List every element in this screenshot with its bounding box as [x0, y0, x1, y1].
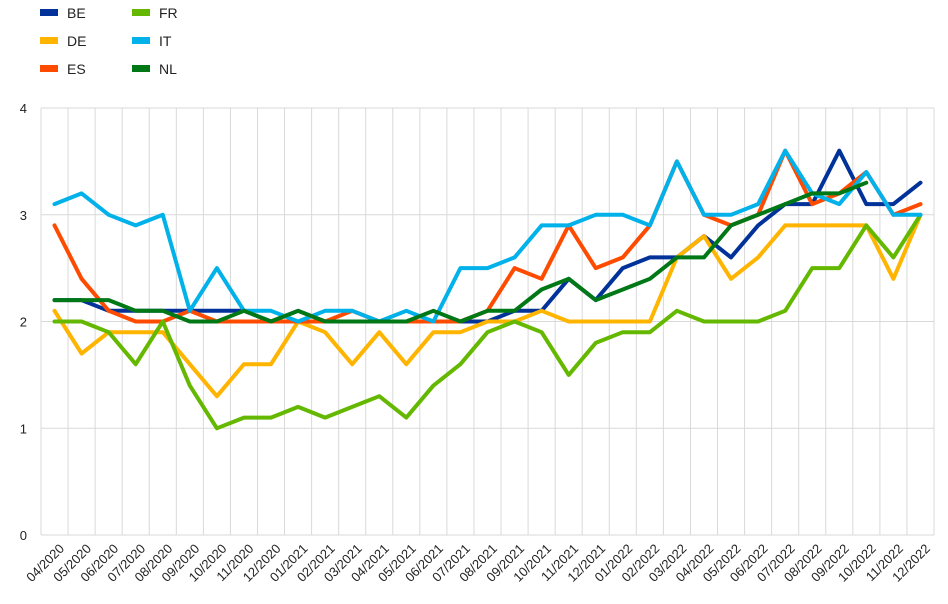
- legend-swatch-es: [40, 65, 58, 72]
- y-tick-label: 3: [20, 208, 27, 223]
- series-lines: [52, 148, 923, 431]
- legend-label-nl: NL: [159, 61, 177, 77]
- legend-label-it: IT: [159, 33, 172, 49]
- legend-swatch-nl: [132, 65, 150, 72]
- y-tick-label: 4: [20, 101, 27, 116]
- y-tick-label: 2: [20, 315, 27, 330]
- legend-label-es: ES: [67, 61, 86, 77]
- series-line-nl: [52, 180, 869, 324]
- legend: BE DE ES FR IT NL: [40, 5, 178, 77]
- y-axis-ticks: 0 1 2 3 4: [20, 101, 27, 543]
- series-line-de: [52, 212, 923, 399]
- y-tick-label: 0: [20, 528, 27, 543]
- legend-label-be: BE: [67, 5, 86, 21]
- series-line-fr: [52, 212, 923, 431]
- x-axis-ticks: 04/202005/202006/202007/202008/202009/20…: [23, 541, 933, 585]
- y-tick-label: 1: [20, 421, 27, 436]
- legend-label-fr: FR: [159, 5, 178, 21]
- legend-swatch-fr: [132, 9, 150, 16]
- legend-swatch-de: [40, 37, 58, 44]
- legend-swatch-be: [40, 9, 58, 16]
- legend-swatch-it: [132, 37, 150, 44]
- legend-label-de: DE: [67, 33, 86, 49]
- series-line-it: [52, 148, 923, 324]
